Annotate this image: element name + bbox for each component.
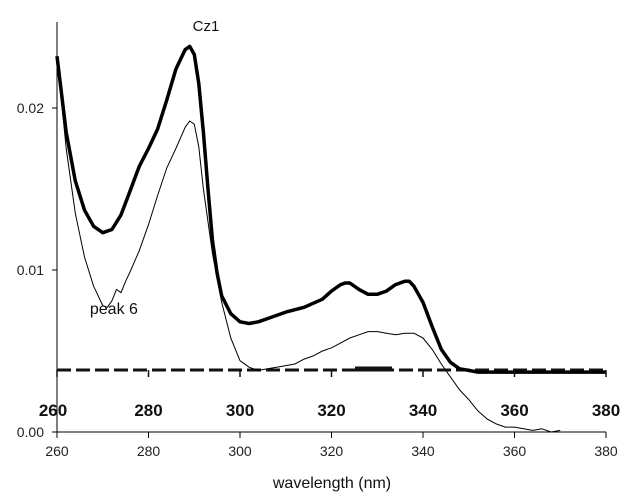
overlay-tick-label: 320 (317, 401, 345, 420)
chart-title: Cz1 (193, 18, 220, 35)
overlay-tick-label: 280 (134, 401, 162, 420)
y-tick-label: 0.00 (17, 424, 44, 440)
overlay-tick-label: 340 (409, 401, 437, 420)
x-tick-label: 360 (503, 443, 527, 459)
overlay-tick-label: 360 (500, 401, 528, 420)
series-line-thin (56, 56, 561, 433)
series-layer (55, 44, 606, 433)
x-axis-label: wavelength (nm) (272, 475, 391, 492)
x-tick-label: 320 (320, 443, 344, 459)
x-tick-layer: 260 280 300 320 340 360 380 (45, 432, 618, 459)
overlay-tick-label: 300 (226, 401, 254, 420)
x-tick-label: 340 (411, 443, 435, 459)
series-line-bold (55, 44, 606, 374)
annotation-peak-6: peak 6 (90, 301, 138, 318)
y-tick-label: 0.02 (17, 100, 44, 116)
y-tick-layer: 0.00 0.01 0.02 (17, 100, 57, 440)
x-tick-label: 260 (45, 443, 69, 459)
x-tick-label: 300 (228, 443, 252, 459)
x-tick-label: 280 (137, 443, 161, 459)
overlay-tick-label: 260 (39, 401, 67, 420)
overlay-tick-label: 380 (592, 401, 620, 420)
overlay-tick-layer: 260 280 300 320 340 360 380 (39, 370, 620, 420)
y-tick-label: 0.01 (17, 262, 44, 278)
x-tick-label: 380 (594, 443, 618, 459)
